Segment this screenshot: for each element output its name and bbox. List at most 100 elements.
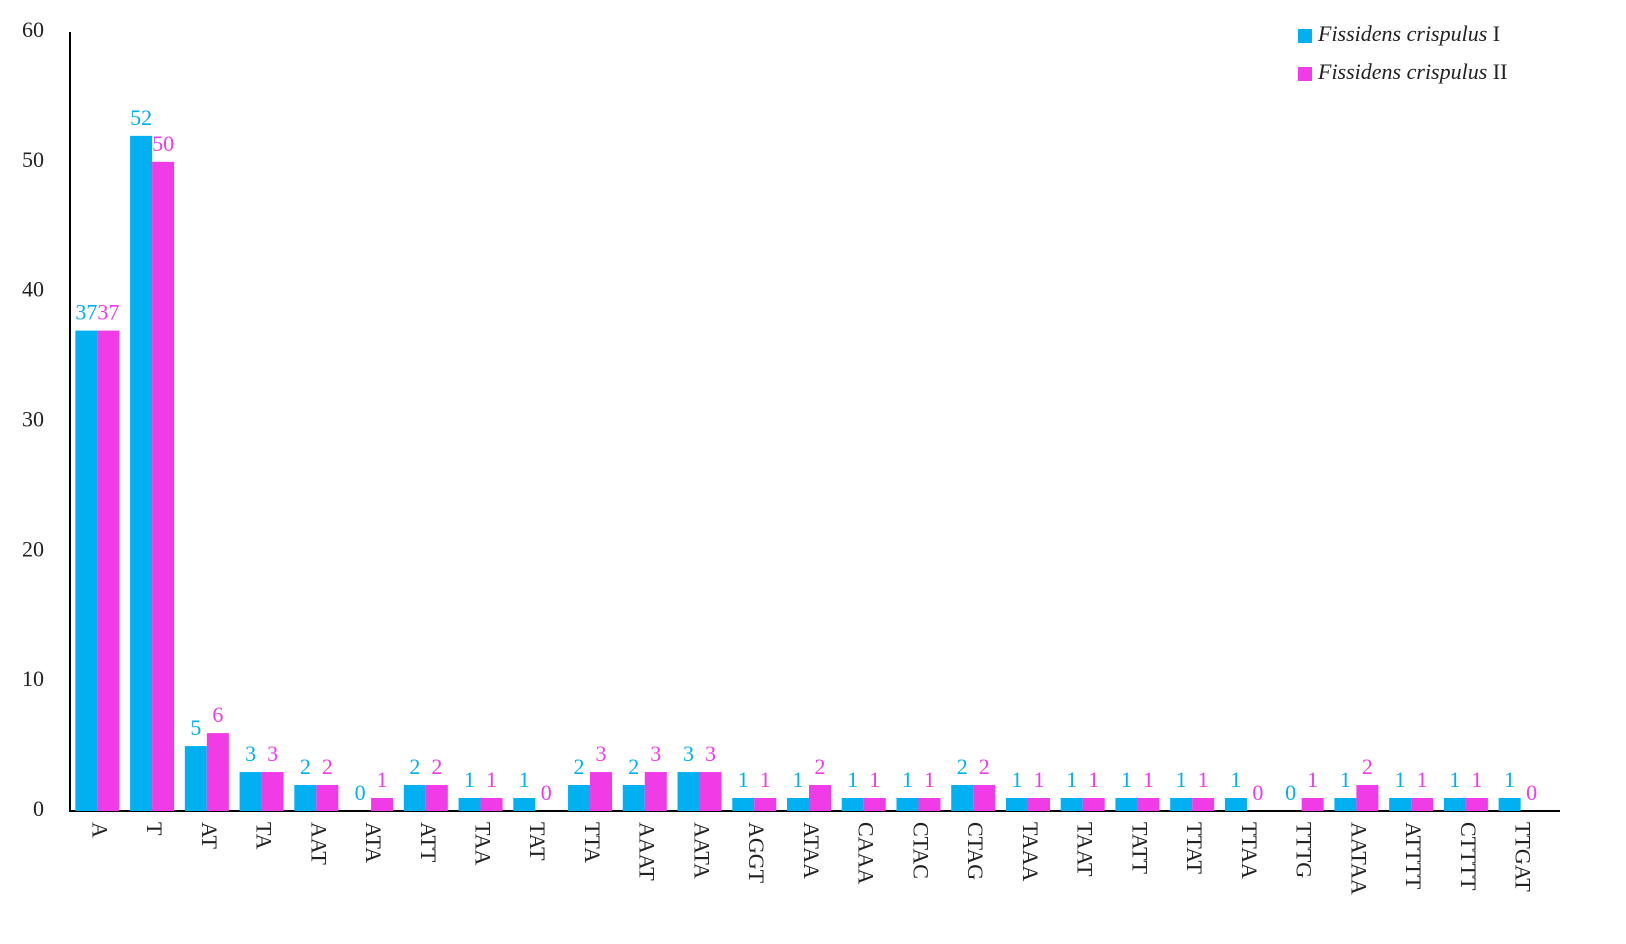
data-label: 1	[1504, 767, 1515, 792]
data-label: 1	[1340, 767, 1351, 792]
data-label: 2	[300, 754, 311, 779]
bar	[951, 785, 974, 811]
bar	[677, 772, 700, 811]
bar	[1443, 798, 1466, 811]
x-tick-label: CAAA	[854, 822, 879, 884]
data-label: 1	[847, 767, 858, 792]
bar	[590, 772, 613, 811]
x-tick-label: A	[87, 822, 112, 838]
bar	[841, 798, 864, 811]
bar	[1411, 798, 1434, 811]
data-label: 1	[1417, 767, 1428, 792]
data-label: 1	[1198, 767, 1209, 792]
data-label: 1	[924, 767, 935, 792]
bar	[1192, 798, 1215, 811]
data-label: 1	[793, 767, 804, 792]
data-label: 2	[815, 754, 826, 779]
y-tick-label: 20	[22, 536, 44, 561]
data-label: 1	[738, 767, 749, 792]
x-tick-label: ATA	[361, 822, 386, 863]
data-label: 3	[705, 741, 716, 766]
bar	[152, 161, 175, 812]
x-tick-label: TA	[252, 822, 277, 850]
bar	[75, 330, 98, 811]
bar	[130, 135, 153, 811]
bar	[1498, 798, 1521, 811]
x-tick-label: AAT	[306, 822, 331, 865]
data-label: 1	[1033, 767, 1044, 792]
y-tick-label: 50	[22, 147, 44, 172]
data-label: 2	[322, 754, 333, 779]
x-tick-label: AATAA	[1346, 822, 1371, 895]
data-label: 0	[1526, 780, 1537, 805]
x-tick-label: TTA	[580, 822, 605, 863]
x-tick-label: T	[142, 822, 167, 836]
bar	[732, 798, 755, 811]
data-label: 1	[1088, 767, 1099, 792]
data-label: 3	[596, 741, 607, 766]
x-tick-label: ATAA	[799, 822, 824, 879]
data-label: 2	[957, 754, 968, 779]
bar	[1389, 798, 1412, 811]
legend-label: Fissidens crispulus II	[1317, 59, 1507, 84]
x-tick-label: TTGAT	[1511, 822, 1536, 892]
data-label: 2	[574, 754, 585, 779]
data-label: 52	[130, 105, 152, 130]
bar	[622, 785, 645, 811]
data-label: 1	[1471, 767, 1482, 792]
x-tick-label: TAAA	[1018, 822, 1043, 881]
data-label: 1	[464, 767, 475, 792]
x-tick-label: AGGT	[744, 822, 769, 884]
data-label: 1	[519, 767, 530, 792]
data-label: 0	[1252, 780, 1263, 805]
legend-label: Fissidens crispulus I	[1317, 21, 1500, 46]
bar	[1027, 798, 1050, 811]
bar	[1356, 785, 1379, 811]
data-label: 1	[1307, 767, 1318, 792]
bar	[261, 772, 284, 811]
x-tick-label: AATA	[689, 822, 714, 879]
data-label: 1	[1395, 767, 1406, 792]
data-label: 5	[190, 715, 201, 740]
bar	[403, 785, 426, 811]
bar	[809, 785, 831, 811]
data-label: 2	[409, 754, 420, 779]
x-tick-label: TAA	[471, 822, 496, 866]
data-label: 3	[650, 741, 661, 766]
bar	[425, 785, 448, 811]
data-label: 1	[1066, 767, 1077, 792]
bar	[294, 785, 317, 811]
x-tick-label: TTTG	[1292, 822, 1317, 878]
data-label: 0	[541, 780, 552, 805]
data-label: 3	[683, 741, 694, 766]
x-tick-label: TATT	[1127, 822, 1152, 875]
data-label: 37	[97, 300, 119, 325]
bar	[1060, 798, 1083, 811]
data-label: 2	[431, 754, 442, 779]
bar	[1301, 798, 1324, 811]
data-label: 1	[1011, 767, 1022, 792]
y-tick-label: 0	[33, 796, 44, 821]
data-label: 1	[1449, 767, 1460, 792]
bar	[1465, 798, 1488, 811]
data-label: 0	[1285, 780, 1296, 805]
bar	[458, 798, 481, 811]
bar	[97, 330, 120, 811]
bar	[918, 798, 941, 811]
x-tick-label: ATTTT	[1401, 822, 1426, 890]
legend-swatch	[1298, 29, 1312, 43]
data-label: 1	[377, 767, 388, 792]
data-label: 3	[245, 741, 256, 766]
data-label: 2	[628, 754, 639, 779]
bar	[1115, 798, 1138, 811]
data-label: 1	[486, 767, 497, 792]
bar	[1170, 798, 1193, 811]
y-tick-label: 10	[22, 666, 44, 691]
bar	[896, 798, 919, 811]
x-tick-label: AT	[197, 822, 222, 849]
bar	[699, 772, 722, 811]
x-tick-label: TTAT	[1182, 822, 1207, 875]
data-label: 50	[152, 131, 174, 156]
x-tick-label: CTAC	[908, 822, 933, 879]
